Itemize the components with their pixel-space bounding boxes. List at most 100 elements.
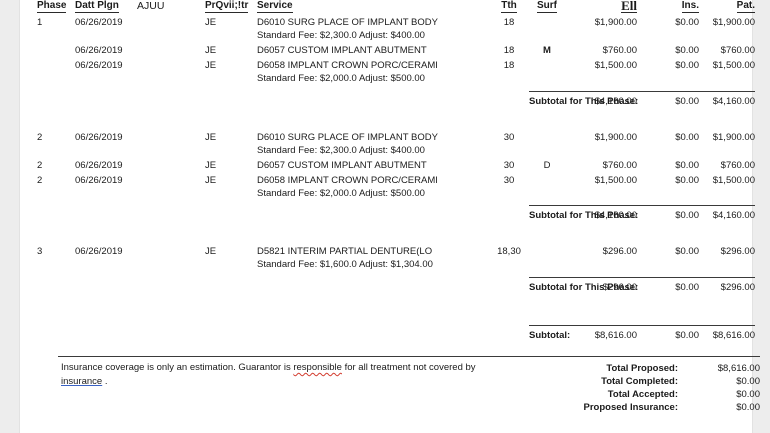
phase-subtotal-patient: $4,160.00 xyxy=(699,205,755,222)
cell-patient: $760.00 xyxy=(720,159,755,171)
phase-subtotal-insurance: $0.00 xyxy=(637,90,699,108)
cell-estimate: $760.00 xyxy=(602,45,637,56)
table-row[interactable]: 2 06/26/2019 JE D6058 IMPLANT CROWN PORC… xyxy=(37,173,755,188)
cell-tooth: 30 xyxy=(503,174,515,186)
phase-subtotal-label: Subtotal for This Phase: xyxy=(529,210,639,221)
cell-phase xyxy=(37,43,75,58)
cell-surface xyxy=(529,58,565,73)
cell-ajuu xyxy=(137,15,205,30)
cell-provider: JE xyxy=(205,246,217,257)
fee-note-row: Standard Fee: $2,000.0 Adjust: $500.00 xyxy=(37,188,755,201)
fee-note: Standard Fee: $2,000.0 Adjust: $500.00 xyxy=(257,187,425,199)
phase-subtotal-estimate: $4,160.00 xyxy=(565,205,637,222)
cell-provider: JE xyxy=(205,45,217,56)
cell-phase: 3 xyxy=(37,246,43,257)
proposed-insurance-value: $0.00 xyxy=(736,402,760,413)
page-gutter-left xyxy=(0,0,20,433)
fee-note-row: Standard Fee: $2,300.0 Adjust: $400.00 xyxy=(37,145,755,158)
fee-note-row: Standard Fee: $2,300.0 Adjust: $400.00 xyxy=(37,30,755,43)
cell-tooth: 18 xyxy=(503,17,515,28)
cell-provider: JE xyxy=(205,174,217,186)
disclaimer-part2: for all treatment not covered by xyxy=(341,362,476,373)
cell-estimate: $1,900.00 xyxy=(594,17,637,28)
cell-insurance: $0.00 xyxy=(675,131,699,143)
table-row[interactable]: 06/26/2019 JE D6057 CUSTOM IMPLANT ABUTM… xyxy=(37,43,755,58)
cell-ajuu xyxy=(137,158,205,173)
cell-ajuu xyxy=(137,173,205,188)
fee-note: Standard Fee: $2,300.0 Adjust: $400.00 xyxy=(257,30,425,41)
fee-note-row: Standard Fee: $2,000.0 Adjust: $500.00 xyxy=(37,73,755,86)
cell-tooth: 18,30 xyxy=(497,246,521,257)
grand-subtotal-insurance: $0.00 xyxy=(637,325,699,342)
cell-surface xyxy=(529,173,565,188)
grand-subtotal-estimate: $8,616.00 xyxy=(565,325,637,342)
column-header-service: Service xyxy=(257,0,293,13)
cell-provider: JE xyxy=(205,60,217,71)
cell-provider: JE xyxy=(205,131,217,143)
cell-ajuu xyxy=(137,130,205,145)
table-row[interactable]: 06/26/2019 JE D6058 IMPLANT CROWN PORC/C… xyxy=(37,58,755,73)
phase-subtotal-row: Subtotal for This Phase: $296.00 $0.00 $… xyxy=(37,276,755,294)
cell-ajuu xyxy=(137,43,205,58)
cell-estimate: $1,500.00 xyxy=(594,174,637,186)
cell-surface xyxy=(529,15,565,30)
table-row[interactable]: 2 06/26/2019 JE D6057 CUSTOM IMPLANT ABU… xyxy=(37,158,755,173)
total-proposed-label: Total Proposed: xyxy=(606,363,678,374)
cell-provider: JE xyxy=(205,159,217,171)
table-row[interactable]: 1 06/26/2019 JE D6010 SURG PLACE OF IMPL… xyxy=(37,15,755,30)
cell-tooth: 18 xyxy=(503,60,515,71)
fee-note: Standard Fee: $2,000.0 Adjust: $500.00 xyxy=(257,73,425,84)
cell-patient: $296.00 xyxy=(720,246,755,257)
cell-tooth: 30 xyxy=(503,131,515,143)
cell-date: 06/26/2019 xyxy=(75,17,123,28)
column-header-tooth: Tth xyxy=(501,0,517,13)
phase-subtotal-patient: $4,160.00 xyxy=(699,90,755,108)
cell-estimate: $760.00 xyxy=(602,159,637,171)
treatment-plan-table: Phase Datt Plgn AJUU PrQvii;!tr Service … xyxy=(37,0,755,342)
cell-phase: 1 xyxy=(37,17,43,28)
cell-ajuu xyxy=(137,244,205,259)
total-accepted-label: Total Accepted: xyxy=(607,389,678,400)
cell-estimate: $1,500.00 xyxy=(594,60,637,71)
fee-note: Standard Fee: $2,300.0 Adjust: $400.00 xyxy=(257,144,425,156)
cell-phase xyxy=(37,58,75,73)
cell-patient: $760.00 xyxy=(720,45,755,56)
cell-insurance: $0.00 xyxy=(675,45,699,56)
phase-subtotal-label: Subtotal for This Phase: xyxy=(529,95,639,107)
phase-subtotal-patient: $296.00 xyxy=(699,276,755,294)
phase-subtotal-label: Subtotal for This Phase: xyxy=(529,281,639,293)
cell-insurance: $0.00 xyxy=(675,159,699,171)
cell-patient: $1,900.00 xyxy=(712,131,755,143)
cell-insurance: $0.00 xyxy=(675,174,699,186)
phase-subtotal-estimate: $296.00 xyxy=(565,276,637,294)
proposed-insurance-label: Proposed Insurance: xyxy=(583,402,679,413)
table-row[interactable]: 2 06/26/2019 JE D6010 SURG PLACE OF IMPL… xyxy=(37,130,755,145)
cell-surface: M xyxy=(543,45,551,56)
spacer xyxy=(37,108,755,130)
cell-date: 06/26/2019 xyxy=(75,174,123,186)
totals-row: Proposed Insurance: $0.00 xyxy=(541,401,761,414)
disclaimer-insurance-link[interactable]: insurance xyxy=(61,376,103,387)
cell-estimate: $1,900.00 xyxy=(594,131,637,143)
cell-patient: $1,900.00 xyxy=(712,17,755,28)
column-header-insurance: Ins. xyxy=(681,0,699,13)
cell-date: 06/26/2019 xyxy=(75,131,123,143)
total-accepted-value: $0.00 xyxy=(736,389,760,400)
cell-phase: 2 xyxy=(37,131,43,143)
cell-tooth: 30 xyxy=(503,159,515,171)
table-header-row: Phase Datt Plgn AJUU PrQvii;!tr Service … xyxy=(37,0,755,15)
total-completed-value: $0.00 xyxy=(736,376,760,387)
phase-subtotal-insurance: $0.00 xyxy=(637,276,699,294)
cell-patient: $1,500.00 xyxy=(712,60,755,71)
spacer xyxy=(37,222,755,244)
totals-row: Total Completed: $0.00 xyxy=(541,375,760,388)
fee-note-row: Standard Fee: $1,600.0 Adjust: $1,304.00 xyxy=(37,259,755,272)
disclaimer-part3: . xyxy=(102,376,108,387)
cell-insurance: $0.00 xyxy=(675,17,699,28)
totals-summary: Total Proposed: $8,616.00 Total Complete… xyxy=(541,362,761,414)
spacer xyxy=(37,310,755,326)
total-completed-label: Total Completed: xyxy=(601,376,678,387)
table-row[interactable]: 3 06/26/2019 JE D5821 INTERIM PARTIAL DE… xyxy=(37,244,755,259)
cell-service: D6057 CUSTOM IMPLANT ABUTMENT xyxy=(257,159,427,171)
